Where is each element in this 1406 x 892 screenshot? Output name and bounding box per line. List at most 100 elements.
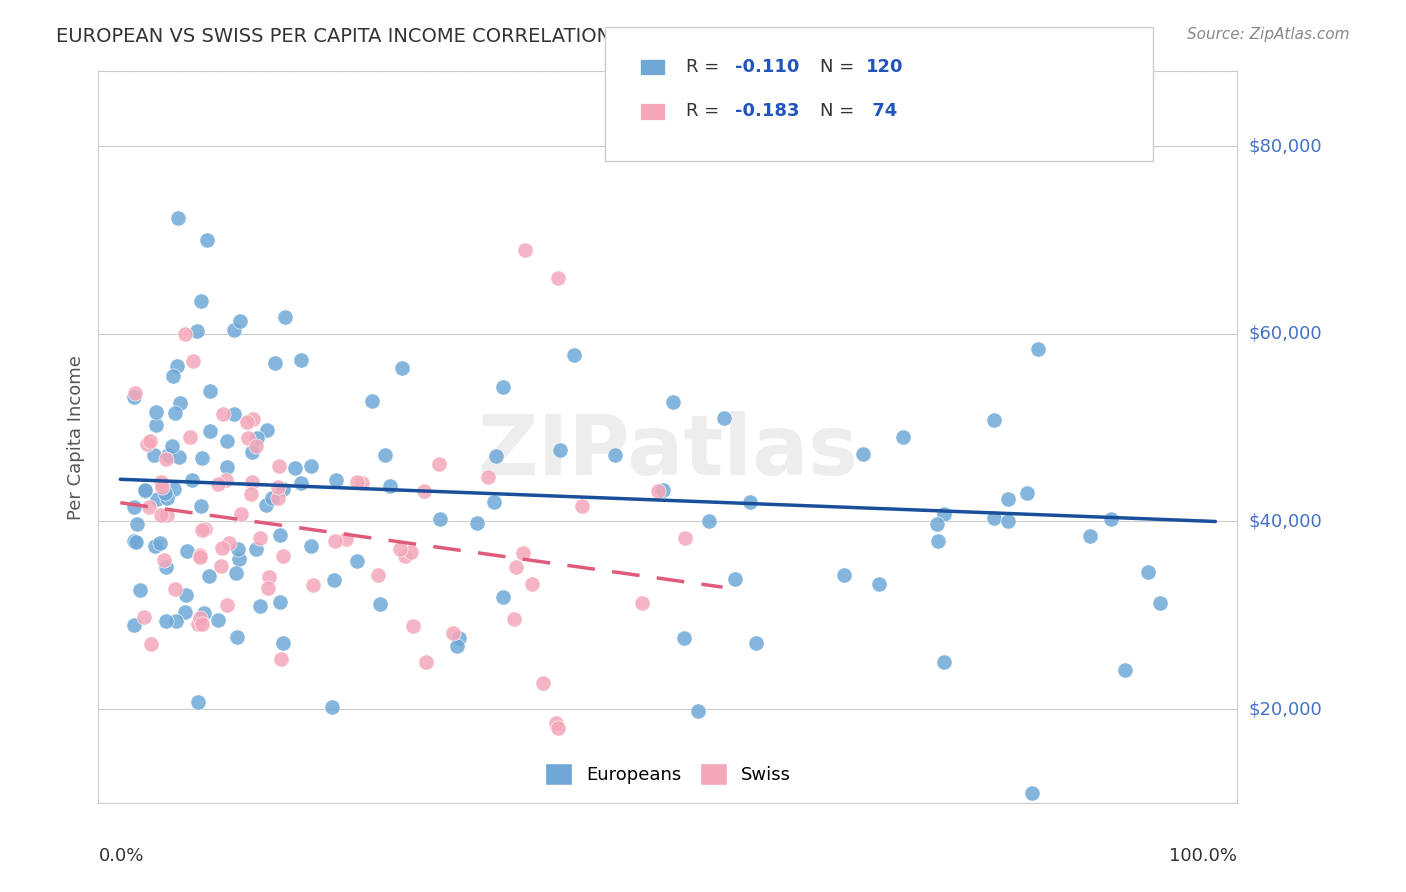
Point: [122, 533, 145, 548]
Text: -0.110: -0.110: [735, 58, 800, 76]
Point: [141, 637, 163, 651]
Text: -0.183: -0.183: [735, 103, 800, 120]
Point: [191, 450, 214, 465]
Point: [155, 486, 177, 500]
Point: [169, 396, 191, 410]
Point: [183, 353, 205, 368]
Point: [290, 476, 312, 491]
Point: [394, 549, 416, 564]
Point: [662, 394, 685, 409]
Point: [209, 559, 232, 574]
Legend: Europeans, Swiss: Europeans, Swiss: [536, 754, 800, 794]
Point: [374, 448, 396, 462]
Point: [211, 541, 233, 556]
Point: [245, 542, 267, 557]
Point: [145, 405, 167, 419]
Text: N =: N =: [820, 103, 859, 120]
Point: [257, 581, 280, 595]
Point: [176, 543, 198, 558]
Text: ZIPatlas: ZIPatlas: [478, 411, 858, 492]
Point: [997, 514, 1019, 528]
Point: [267, 480, 290, 494]
Point: [502, 612, 524, 626]
Point: [647, 483, 669, 498]
Point: [256, 423, 278, 437]
Point: [229, 507, 252, 521]
Point: [832, 567, 855, 582]
Point: [222, 407, 245, 421]
Point: [402, 619, 425, 633]
Point: [631, 596, 654, 610]
Point: [983, 412, 1005, 426]
Point: [188, 550, 211, 565]
Point: [290, 352, 312, 367]
Point: [190, 499, 212, 513]
Point: [156, 491, 179, 506]
Point: [143, 540, 166, 554]
Point: [927, 533, 949, 548]
Point: [512, 546, 534, 560]
Point: [240, 487, 263, 501]
Point: [302, 578, 325, 592]
Point: [236, 415, 259, 429]
Point: [155, 452, 177, 467]
Point: [249, 531, 271, 545]
Point: [153, 552, 176, 566]
Point: [207, 613, 229, 627]
Text: $80,000: $80,000: [1249, 137, 1322, 155]
Point: [983, 511, 1005, 525]
Point: [697, 514, 720, 528]
Point: [187, 617, 209, 632]
Point: [547, 721, 569, 735]
Point: [1149, 596, 1171, 610]
Point: [254, 498, 277, 512]
Point: [267, 491, 290, 505]
Point: [150, 475, 173, 489]
Point: [246, 431, 269, 445]
Point: [271, 482, 294, 496]
Point: [217, 599, 239, 613]
Point: [191, 523, 214, 537]
Point: [548, 442, 571, 457]
Point: [226, 542, 249, 557]
Point: [163, 406, 186, 420]
Point: [1099, 512, 1122, 526]
Point: [367, 568, 389, 582]
Point: [166, 359, 188, 373]
Point: [218, 536, 240, 550]
Point: [134, 484, 156, 499]
Text: $20,000: $20,000: [1249, 700, 1322, 718]
Point: [260, 491, 283, 506]
Point: [547, 270, 569, 285]
Point: [162, 439, 184, 453]
Point: [240, 445, 263, 459]
Point: [388, 542, 411, 557]
Point: [155, 559, 177, 574]
Point: [724, 572, 747, 586]
Point: [155, 614, 177, 628]
Text: 74: 74: [866, 103, 897, 120]
Point: [1078, 529, 1101, 543]
Point: [187, 694, 209, 708]
Point: [134, 483, 156, 497]
Point: [477, 470, 499, 484]
Point: [465, 516, 488, 530]
Point: [852, 448, 875, 462]
Point: [259, 570, 281, 584]
Point: [738, 495, 761, 509]
Point: [673, 531, 696, 545]
Point: [150, 476, 173, 491]
Point: [401, 545, 423, 559]
Point: [520, 576, 543, 591]
Point: [122, 390, 145, 404]
Text: 120: 120: [866, 58, 904, 76]
Point: [188, 548, 211, 562]
Point: [188, 610, 211, 624]
Point: [174, 588, 197, 602]
Point: [1021, 786, 1043, 800]
Point: [446, 639, 468, 653]
Point: [927, 516, 949, 531]
Point: [441, 625, 464, 640]
Point: [652, 483, 675, 497]
Point: [1114, 663, 1136, 677]
